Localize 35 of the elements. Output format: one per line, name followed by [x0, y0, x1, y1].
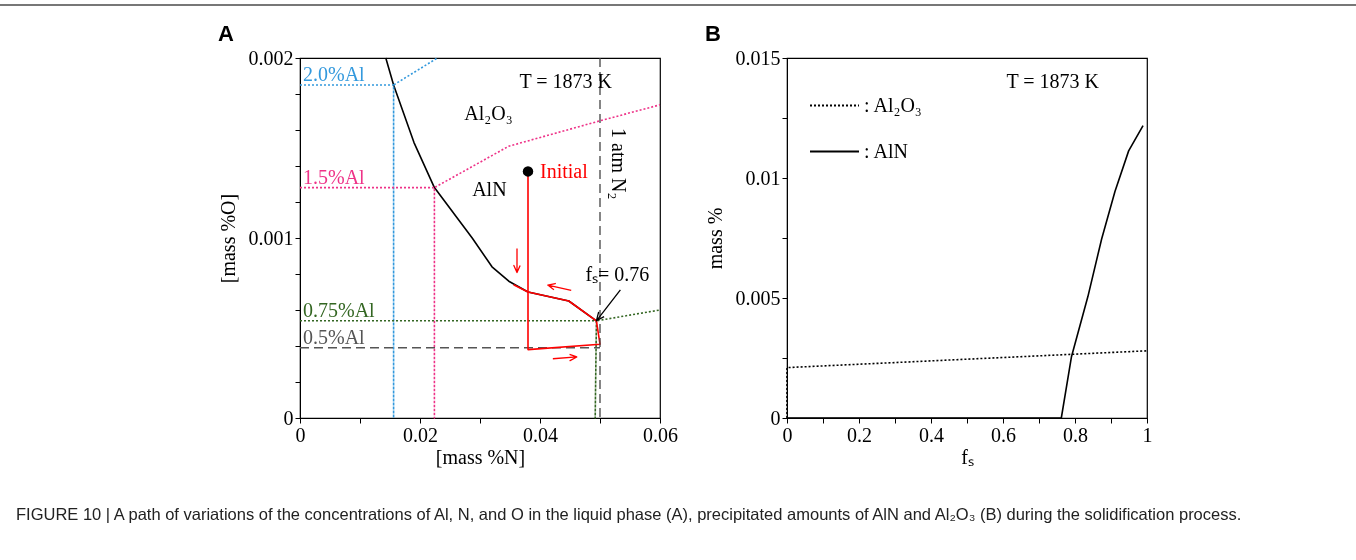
series-label: 0.75%Al: [303, 298, 376, 321]
caption: FIGURE 10 | A path of variations of the concentrations of Al, N, and O in the liquid phase (A), precipitated amounts of AlN and Al₂O₃ (B) during the solidification process.: [16, 504, 1243, 525]
y-tick-label: 0: [283, 406, 294, 429]
annotation: Al₂O₃: [464, 101, 513, 124]
x-tick-label: 0.04: [523, 423, 558, 446]
x-tick-label: 0.4: [919, 423, 944, 446]
chart-title: A: [218, 21, 234, 46]
annotation: T = 1873 K: [519, 70, 613, 92]
y-tick-label: 0.01: [745, 166, 781, 189]
x-tick-label: 0.2: [847, 423, 872, 446]
legend-label: : Al₂O₃: [864, 93, 922, 116]
annotation: T = 1873 K: [1006, 70, 1100, 92]
y-tick-label: 0.001: [248, 226, 294, 249]
y-tick-label: 0: [770, 406, 781, 429]
chart-title: B: [705, 21, 721, 46]
series-label: 2.0%Al: [303, 63, 366, 85]
y-tick-label: 0.002: [248, 46, 294, 69]
y-axis-title: mass %: [703, 207, 726, 270]
series-label: 0.5%Al: [303, 325, 366, 348]
x-tick-label: 1: [1142, 423, 1153, 446]
x-tick-label: 0.6: [991, 423, 1016, 446]
x-tick-label: 0.8: [1063, 423, 1088, 446]
x-axis-title: fₛ: [961, 445, 974, 468]
series-label: Initial: [540, 160, 589, 183]
y-axis-title: [mass %O]: [216, 193, 239, 284]
y-tick-label: 0.015: [735, 46, 781, 69]
annotation: fₛ= 0.76: [585, 262, 650, 285]
x-tick-label: 0.02: [403, 423, 438, 446]
ref-line-label: 1 atm N₂: [608, 128, 630, 200]
y-tick-label: 0.005: [735, 286, 781, 309]
x-axis-title: [mass %N]: [435, 445, 526, 468]
x-tick-label: 0.06: [643, 423, 678, 446]
series-label: 1.5%Al: [303, 165, 366, 188]
legend-label: : AlN: [864, 139, 908, 162]
annotation: AlN: [472, 177, 507, 200]
